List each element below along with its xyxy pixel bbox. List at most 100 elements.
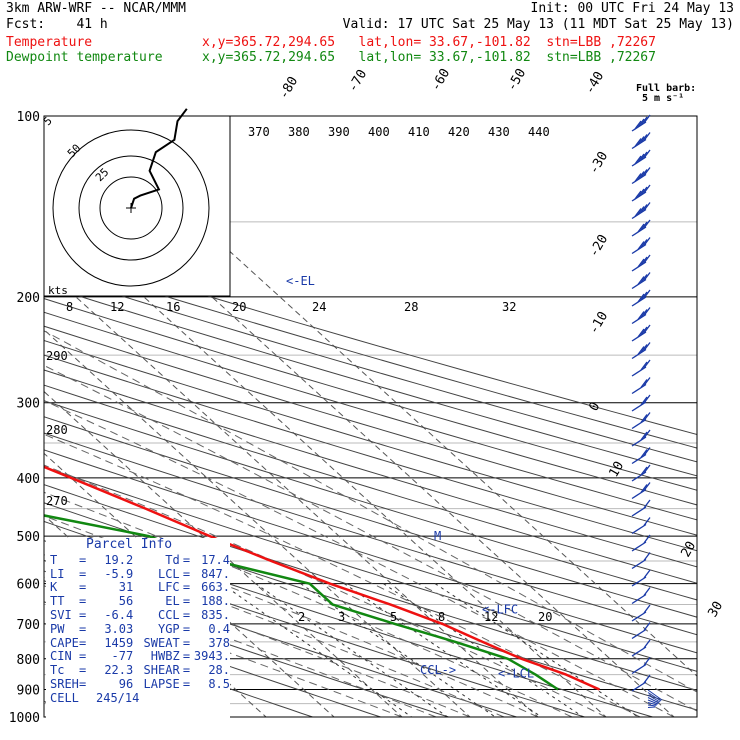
barb-key-value: 5 m s⁻¹ [642,93,685,104]
dry-adiabat [44,601,381,717]
wind-barb [631,237,651,255]
wind-barb [631,587,651,605]
parcel-equals: = [182,663,191,678]
theta-e-label: 420 [448,125,470,139]
pressure-label: 800 [17,653,40,668]
moist-adiabat [44,330,697,693]
parcel-equals: = [182,676,191,691]
mixing-ratio-label: 5 [390,610,397,624]
parcel-param-name: Td [165,552,180,567]
parcel-param-name: T [50,552,58,567]
isotherm-label: -10 [586,309,611,337]
wind-barb [631,657,651,675]
wind-barb [647,702,658,706]
mixing-ratio-label: 8 [438,610,445,624]
pressure-label: 400 [17,472,40,487]
wind-barb [631,167,651,185]
parcel-equals: = [79,676,87,691]
parcel-param-name: PW [50,621,65,636]
parcel-row: LI = -5.9 LCL = 847. [46,566,230,582]
mixing-ratio-label: 20 [538,610,552,624]
parcel-param-name: CIN [50,649,72,664]
wind-barb [631,534,651,552]
wind-barb [647,699,659,705]
parcel-row: CAPE = 1459 SWEAT = 378 [46,635,230,651]
isotherm-label: -40 [582,69,607,97]
dewpoint-label: Dewpoint temperature [6,50,163,65]
pressure-label: 200 [17,291,40,306]
theta-e-label: 380 [288,125,310,139]
theta-e-label: 440 [528,125,550,139]
level-marker: <-EL [286,274,315,288]
dry-adiabat [44,271,697,463]
parcel-param-value: 663. [201,580,230,595]
mixing-ratio-line [300,583,496,717]
isotherm-label: -20 [586,232,611,260]
dry-adiabat [44,284,697,477]
dry-adiabat [44,484,697,691]
dry-adiabat [44,466,697,672]
parcel-param-value: -77 [111,649,134,664]
mixing-ratio-label: 16 [166,300,180,314]
wind-barb [647,689,663,701]
pressure-label: 300 [17,397,40,412]
wind-barb [631,499,651,517]
hodograph-trace [130,108,188,209]
wind-barb [631,412,651,430]
parcel-param-name: LFC [157,580,180,595]
temperature-station-info: x,y=365.72,294.65 lat,lon= 33.67,-101.82… [202,35,656,50]
moist-adiabat [44,400,675,717]
dry-adiabat [44,416,697,618]
dewpoint-station-info: x,y=365.72,294.65 lat,lon= 33.67,-101.82… [202,50,656,65]
parcel-equals: = [79,552,87,567]
mixing-ratio-label: 20 [232,300,246,314]
wind-barb [631,604,651,622]
cell-label: CELL [50,690,79,705]
parcel-param-value: -6.4 [104,607,134,622]
parcel-equals: = [182,552,191,567]
dry-adiabat [44,369,697,568]
isotherm-label: -80 [276,74,301,102]
level-marker: <-LCL [498,667,534,681]
plot-frame [43,115,698,718]
theta-label: 270 [46,494,68,508]
mixing-ratio-label: 12 [484,610,498,624]
parcel-row: SREH = 96 LAPSE = 8.5 [46,676,230,692]
parcel-param-value: 1459 [104,635,134,650]
parcel-equals: = [79,594,87,609]
parcel-param-value: 28. [208,663,230,678]
model-title: 3km ARW-WRF -- NCAR/MMM [6,1,187,16]
parcel-param-name: TT [50,594,65,609]
mixing-ratio-line [255,583,448,717]
mixing-ratio-label: 28 [404,300,418,314]
parcel-param-value: 31 [118,580,134,595]
pressure-label: 900 [17,683,40,698]
moist-adiabat [44,585,403,717]
parcel-row: Tc = 22.3 SHEAR = 28. [46,663,230,678]
isotherm-label: -70 [345,67,370,95]
parcel-equals: = [79,580,87,595]
parcel-param-name: K [50,580,58,595]
theta-e-label: 370 [248,125,270,139]
parcel-equals: = [182,580,191,595]
wind-barb [631,552,651,570]
dry-adiabat [44,245,697,436]
isotherm-label: 20 [678,539,699,560]
wind-barb [631,569,651,587]
parcel-param-value: 96 [118,676,134,691]
parcel-equals: = [79,649,87,664]
parcel-equals: = [79,566,87,581]
dry-adiabat [44,432,697,636]
moist-adiabat [44,364,697,712]
wind-barb [631,464,651,482]
wind-barb [647,704,657,707]
parcel-equals: = [79,607,87,622]
isotherm-label: 10 [606,459,627,480]
wind-barb [631,342,651,360]
dry-adiabat [44,384,697,584]
forecast-hour: Fcst: 41 h [6,17,108,32]
wind-barb [631,324,651,342]
parcel-param-name: LAPSE [143,676,180,691]
wind-barb [631,289,651,307]
cell-value: 245/14 [96,690,140,705]
